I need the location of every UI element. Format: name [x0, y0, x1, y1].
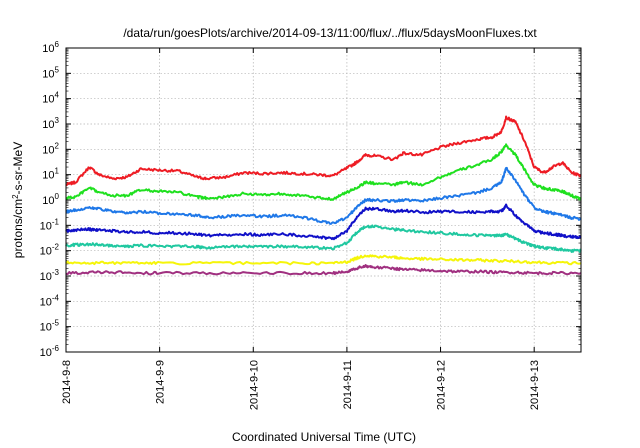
y-tick-label: 10-3	[40, 268, 60, 283]
series-line	[65, 254, 582, 266]
series-line	[65, 166, 582, 225]
y-tick-base: 10	[42, 94, 54, 106]
x-tick-label: 2014-9-11	[342, 360, 354, 409]
grid-lines	[65, 47, 581, 353]
y-tick-base: 10	[42, 144, 54, 156]
x-tick-label: 2014-9-12	[436, 360, 448, 410]
y-tick-label: 10-6	[40, 344, 60, 359]
y-tick-label: 101	[42, 167, 59, 182]
y-tick-base: 10	[42, 68, 54, 80]
y-tick-label: 10-2	[40, 243, 60, 258]
y-tick-label: 106	[42, 40, 59, 55]
y-tick-exponent: 5	[55, 65, 60, 74]
y-tick-base: 10	[40, 271, 52, 283]
y-tick-base: 10	[42, 170, 54, 182]
series-line	[65, 115, 582, 187]
x-tick-label: 2014-9-10	[248, 360, 260, 410]
y-tick-exponent: 0	[55, 192, 60, 201]
y-tick-base: 10	[40, 246, 52, 258]
chart-title: /data/run/goesPlots/archive/2014-09-13/1…	[123, 26, 537, 40]
series-line	[65, 203, 582, 241]
y-tick-label: 102	[42, 141, 59, 156]
y-tick-base: 10	[42, 119, 54, 131]
y-tick-label: 105	[42, 65, 59, 80]
y-tick-base: 10	[40, 296, 52, 308]
y-tick-label: 10-5	[40, 319, 60, 334]
y-tick-exponent: 6	[55, 40, 60, 49]
series-line	[65, 143, 582, 201]
y-tick-exponent: -5	[52, 319, 60, 328]
x-tick-label: 2014-9-8	[61, 360, 73, 404]
y-tick-exponent: -3	[52, 268, 60, 277]
y-tick-label: 10-1	[40, 217, 60, 232]
series-group	[65, 115, 582, 276]
y-tick-exponent: -2	[52, 243, 60, 252]
y-tick-exponent: 1	[55, 167, 60, 176]
y-tick-exponent: 3	[55, 116, 60, 125]
y-tick-label: 104	[42, 91, 59, 106]
y-tick-base: 10	[40, 220, 52, 232]
y-tick-exponent: -6	[52, 344, 60, 353]
y-tick-label: 103	[42, 116, 59, 131]
y-tick-label: 10-4	[40, 293, 60, 308]
y-tick-base: 10	[40, 347, 52, 359]
x-axis-label: Coordinated Universal Time (UTC)	[232, 430, 416, 444]
y-tick-base: 10	[42, 195, 54, 207]
y-tick-base: 10	[40, 322, 52, 334]
y-tick-base: 10	[42, 43, 54, 55]
y-tick-labels: 10-610-510-410-310-210-11001011021031041…	[40, 40, 60, 359]
x-tick-label: 2014-9-13	[529, 360, 541, 410]
x-tick-labels: 2014-9-8 2014-9-9 2014-9-10 2014-9-11 2014-9…	[61, 360, 541, 410]
plot-frame	[65, 47, 582, 353]
series-line	[65, 224, 582, 253]
y-tick-exponent: -1	[52, 217, 60, 226]
y-tick-label: 100	[42, 192, 59, 207]
y-tick-exponent: -4	[52, 293, 60, 302]
y-axis-label: protons/cm2-s-sr-MeV	[11, 142, 26, 258]
y-tick-exponent: 4	[55, 91, 60, 100]
series-line	[65, 264, 582, 276]
x-tick-label: 2014-9-9	[155, 360, 167, 404]
y-tick-exponent: 2	[55, 141, 60, 150]
